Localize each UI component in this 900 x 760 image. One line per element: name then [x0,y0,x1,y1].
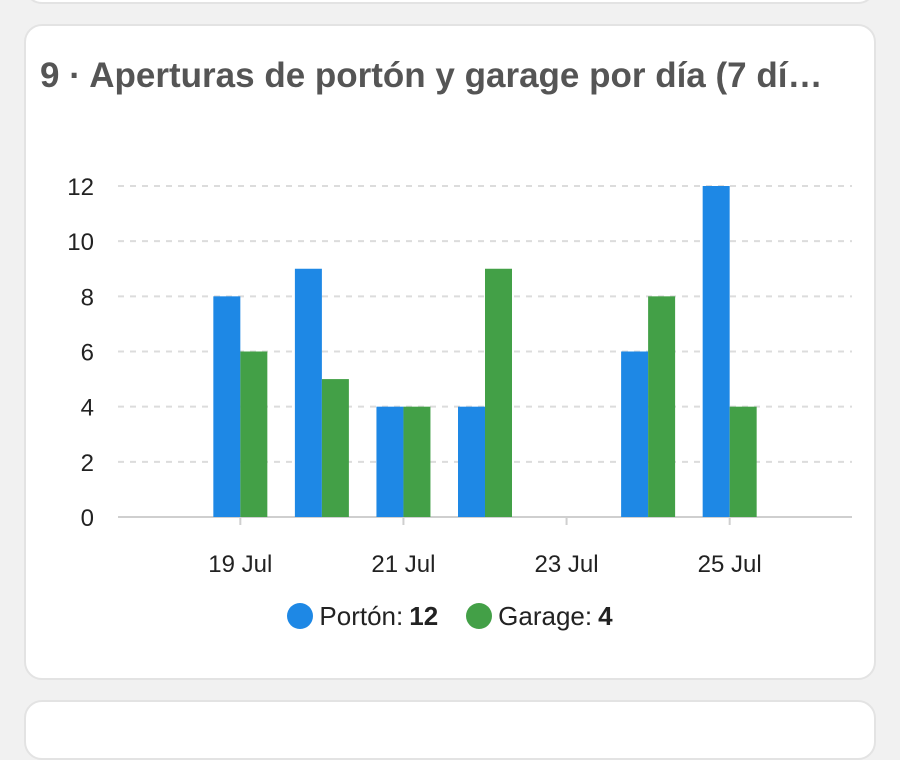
garage-color-dot [466,603,493,629]
y-tick-label: 10 [67,229,94,256]
bar-porton-22-jul [458,406,485,517]
x-tick-label: 19 Jul [208,551,272,578]
y-tick-label: 4 [81,395,94,422]
bar-porton-25-jul [702,186,730,517]
y-tick-label: 6 [81,340,94,367]
x-tick-label: 23 Jul [535,551,599,578]
y-tick-label: 12 [67,174,94,201]
next-card [24,700,876,760]
bar-garage-21-jul [403,406,431,517]
legend-value-porton: 12 [409,600,439,631]
bar-garage-19-jul [240,351,268,517]
bar-garage-25-jul [729,406,757,517]
bar-porton-19-jul [213,296,241,517]
bar-garage-20-jul [321,379,349,517]
bar-garage-22-jul [485,268,512,517]
porton-color-dot [287,603,314,629]
bar-garage-24-jul [648,296,676,517]
x-tick-label: 25 Jul [698,551,762,578]
bar-porton-21-jul [376,406,404,517]
legend-label-porton: Portón: [319,600,404,631]
y-tick-label: 2 [81,450,94,477]
legend-label-garage: Garage: [498,600,593,631]
bar-porton-20-jul [294,268,322,517]
bar-porton-24-jul [621,351,649,517]
legend-item-garage[interactable]: Garage: 4 [466,600,613,632]
legend-item-porton[interactable]: Portón: 12 [287,601,438,632]
chart-legend: Portón: 12 Garage: 4 [0,598,900,634]
legend-value-garage: 4 [598,600,613,631]
x-tick-label: 21 Jul [371,551,435,578]
y-tick-label: 0 [81,505,94,532]
y-tick-label: 8 [81,284,94,311]
bar-chart: 0 2 4 6 8 10 12 19 Jul 21 Jul 23 Jul 25 Jul [67,174,852,578]
